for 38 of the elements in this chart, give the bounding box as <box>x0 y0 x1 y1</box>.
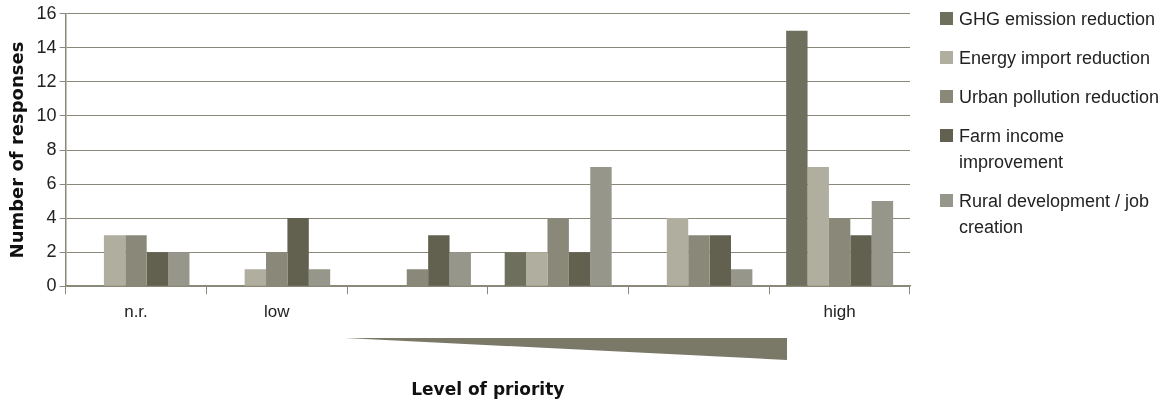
y-tick-label: 12 <box>36 70 57 91</box>
bar <box>807 167 829 286</box>
bar <box>103 235 126 286</box>
bar <box>786 30 808 286</box>
bar <box>871 201 894 286</box>
bar <box>590 167 612 286</box>
bar <box>730 269 753 286</box>
bar <box>504 252 527 286</box>
y-tick-label: 10 <box>36 104 57 125</box>
x-tick-label: low <box>263 302 291 322</box>
y-tick-label: 16 <box>36 2 57 23</box>
bar <box>709 235 731 286</box>
legend-label: Urban pollution reduction <box>959 86 1160 109</box>
bar <box>449 252 471 286</box>
y-tick-label: 0 <box>46 275 57 296</box>
y-tick-label: 4 <box>46 207 57 228</box>
bar <box>146 252 169 286</box>
bar <box>428 235 450 286</box>
bar <box>168 252 190 286</box>
bar <box>287 218 309 286</box>
x-axis-title: Level of priority <box>411 379 565 400</box>
y-tick-label: 8 <box>46 138 57 159</box>
bar <box>244 269 267 286</box>
bar <box>526 252 548 286</box>
bar <box>568 252 591 286</box>
legend-label: GHG emission reduction <box>959 8 1156 31</box>
y-axis-title: Number of responses <box>6 41 28 259</box>
y-tick-label: 14 <box>36 36 57 57</box>
y-tick-label: 6 <box>46 173 57 194</box>
bar <box>666 218 689 286</box>
x-tick-label: high <box>823 302 856 322</box>
bar <box>850 235 872 286</box>
legend-label: Rural development / job creation <box>959 190 1151 239</box>
y-tick-label: 2 <box>46 241 57 262</box>
x-tick-label: n.r. <box>124 302 148 322</box>
legend-label: Energy import reduction <box>959 47 1151 70</box>
legend-label: Farm income improvement <box>959 125 1066 174</box>
bar <box>308 269 331 286</box>
